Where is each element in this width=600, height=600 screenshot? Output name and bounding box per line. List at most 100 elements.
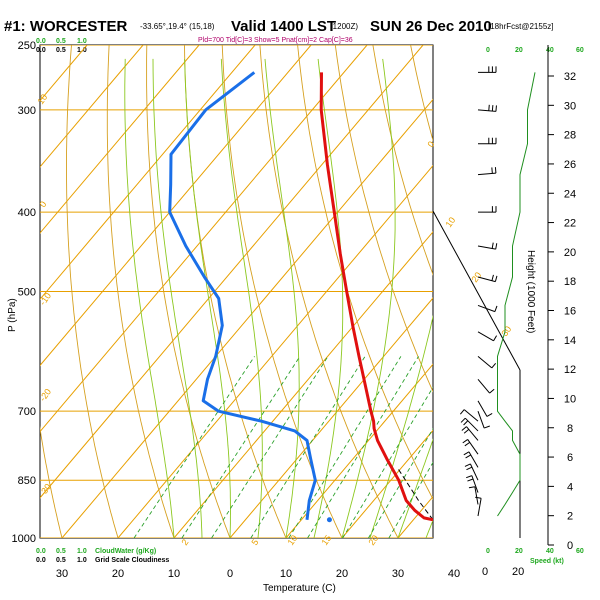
wind-barb-flag-300-0 [495, 105, 497, 112]
dry-adiabat--20 [66, 45, 119, 538]
wind-barb-flag-480-0 [494, 275, 498, 282]
gridscale-label: Grid Scale Cloudiness [95, 557, 169, 564]
x-tick-30: 30 [392, 568, 404, 580]
speed-bottom-40: 40 [546, 548, 554, 555]
cloudwater-label: CloudWater (g/Kg) [95, 548, 156, 555]
chart-title: #1: WORCESTER [4, 18, 128, 35]
moist-adiabat-15 [313, 58, 344, 538]
wind-barb-360 [477, 172, 496, 176]
wind-barb-flag-940-0 [475, 496, 482, 499]
x-tick-0: 0 [227, 568, 233, 580]
wind-barb-flag-790-1 [464, 441, 471, 447]
speed-axis-0: 0 [482, 566, 488, 578]
wind-barb-560 [477, 331, 494, 342]
speed-bottom-60: 60 [576, 548, 584, 555]
isoline-label-12: 15 [319, 533, 333, 547]
wind-barb-flag-740-1 [463, 420, 469, 426]
chart-indices: Pld=700 Tid[C]=3 Show=5 Pnat[cm]=2 Cap[C… [198, 37, 353, 44]
x-tick--20: 20 [112, 568, 124, 580]
surface-dewpoint-point [326, 517, 332, 523]
isotherm--10 [173, 231, 433, 538]
height-tick-10: 10 [564, 393, 576, 405]
wind-barb-820 [468, 451, 479, 468]
wind-barb-flag-850-0 [464, 463, 471, 467]
temperature-line [319, 72, 433, 522]
x-tick-10: 10 [280, 568, 292, 580]
cw-1: 0.5 [56, 548, 66, 555]
height-tick-28: 28 [564, 130, 576, 142]
isotherm--50 [40, 45, 368, 433]
wind-barb-flag-700-0 [483, 425, 490, 429]
wind-speed-profile [497, 72, 536, 517]
mixing-ratio-3 [211, 356, 329, 538]
dry-adiabat-40 [297, 45, 433, 501]
wind-barb-flag-850-1 [466, 466, 473, 471]
dry-adiabat--30 [40, 425, 63, 538]
wind-barb-flag-680-0 [486, 413, 493, 417]
wind-barb-880 [471, 475, 479, 493]
moist-adiabat-5 [220, 58, 263, 538]
height-tick-30: 30 [564, 100, 576, 112]
wind-barb-flag-760-1 [463, 428, 470, 434]
height-tick-14: 14 [564, 335, 576, 347]
wind-barb-740 [464, 417, 479, 432]
thermo-background [0, 31, 600, 556]
wind-barb-flag-910-0 [468, 486, 475, 489]
moist-adiabat--10 [124, 58, 175, 538]
p-tick-250: 250 [18, 40, 36, 52]
chart-date: SUN 26 Dec 2010 [370, 18, 492, 35]
dry-adiabat-50 [334, 45, 433, 393]
wind-barb-flag-790-0 [462, 439, 468, 444]
wind-barb-720 [463, 409, 479, 422]
top-right-speed-scale: 0 20 40 60 [486, 47, 584, 54]
scale-green-1: 0.5 [56, 38, 66, 45]
cw-2: 1.0 [77, 548, 87, 555]
chart-utc: (1200Z) [330, 22, 358, 31]
dry-adiabat-90 [482, 31, 600, 556]
isotherm--60 [40, 45, 312, 367]
gs-2: 1.0 [77, 557, 87, 564]
isotherm--70 [40, 45, 256, 301]
isoline-label-0: 10 [35, 92, 49, 106]
scale-black-0: 0.0 [36, 47, 46, 54]
isoline-label-11: 10 [285, 533, 299, 547]
bottom-legend: 0.0 0.5 1.0 CloudWater (g/Kg) 0.0 0.5 1.… [36, 548, 584, 578]
isotherm--30 [61, 98, 433, 538]
wind-barb-640 [477, 378, 490, 394]
wind-barb-flag-740-0 [460, 417, 466, 423]
x-axis-label: Temperature (C) [263, 583, 336, 594]
p-tick-850: 850 [18, 475, 36, 487]
surface-temperature-point [435, 517, 440, 522]
scale-green-0: 0.0 [36, 38, 46, 45]
wind-barb-flag-440-1 [491, 242, 494, 249]
height-tick-4: 4 [567, 481, 573, 493]
isotherm--80 [40, 45, 200, 234]
height-tick-12: 12 [564, 364, 576, 376]
dewpoint-line [168, 71, 317, 520]
x-tick--30: 30 [56, 568, 68, 580]
isotherm-50 [510, 45, 600, 538]
dry-adiabat--10 [106, 45, 175, 538]
chart-forecast: [18hrFcst@2155z] [488, 22, 553, 31]
wind-barb-flag-820-1 [465, 454, 472, 459]
height-tick-0: 0 [567, 540, 573, 552]
mixing-ratio-10 [307, 356, 419, 538]
sounding-profiles [168, 71, 440, 523]
wind-barb-flag-300-1 [491, 105, 494, 112]
wind-barb-flag-720-0 [459, 409, 465, 415]
wind-barb-300 [477, 109, 496, 112]
wind-barb-790 [467, 439, 479, 455]
dry-adiabat-20 [221, 45, 343, 538]
dry-adiabat-60 [372, 45, 433, 276]
pressure-axis: 250 300 400 500 700 850 1000 [12, 40, 36, 545]
height-tick-24: 24 [564, 188, 576, 200]
speed-top-60: 60 [576, 47, 584, 54]
speed-bottom-0: 0 [486, 548, 490, 555]
p-tick-1000: 1000 [12, 533, 36, 545]
dry-adiabat--40 [0, 31, 10, 556]
isoline-label-10: 5 [249, 537, 260, 547]
panel-diagonal [432, 210, 521, 371]
dry-adiabat-0 [146, 45, 231, 538]
